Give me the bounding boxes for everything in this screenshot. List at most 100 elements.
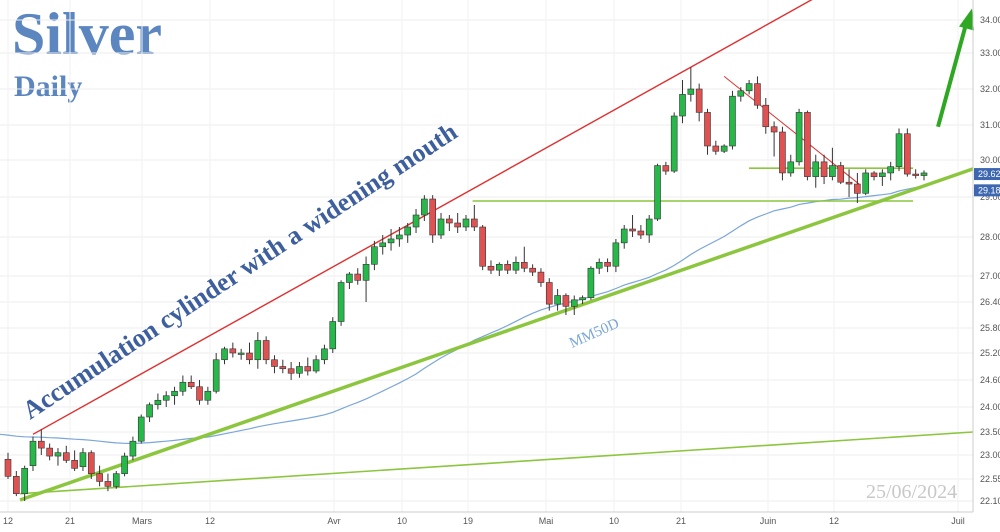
candle-body xyxy=(496,263,503,271)
candle-body xyxy=(287,368,295,374)
candle-body xyxy=(379,242,387,248)
channel-upper-line xyxy=(32,0,813,435)
candle-body xyxy=(404,226,412,236)
candle-body xyxy=(879,172,886,177)
ma50d-line xyxy=(0,185,925,445)
candle-body xyxy=(396,234,403,240)
chart-subtitle: Daily xyxy=(14,70,83,103)
candle-body xyxy=(720,145,728,152)
candle-body xyxy=(462,218,470,228)
candle-body xyxy=(745,83,753,92)
candle-body xyxy=(154,399,162,406)
candle-body xyxy=(221,348,228,361)
candle-body xyxy=(604,262,611,267)
candle-body xyxy=(129,440,137,457)
candle-body xyxy=(296,366,303,374)
candle-body xyxy=(304,366,312,372)
price-badge-label: 29.62 xyxy=(978,169,1000,179)
candle-body xyxy=(38,440,45,449)
candle-body xyxy=(354,273,362,281)
y-tick-label: 25.80 xyxy=(980,323,1000,333)
candle-body xyxy=(421,198,428,216)
candle-body xyxy=(787,161,795,174)
price-badge xyxy=(974,184,1000,197)
candle-body xyxy=(829,165,836,177)
date-stamp: 25/06/2024 xyxy=(866,481,958,503)
candle-body xyxy=(887,166,894,174)
breakout-arrow-shaft xyxy=(936,19,969,128)
candle-body xyxy=(429,198,436,236)
y-tick-label: 30.00 xyxy=(980,155,1000,165)
candle-body xyxy=(146,404,153,418)
breakout-arrow-head xyxy=(959,8,974,31)
support-trendline-main xyxy=(19,167,974,502)
candle-body xyxy=(870,172,878,177)
candle-body xyxy=(920,172,928,176)
candle-body xyxy=(670,115,678,172)
candle-body xyxy=(904,133,911,175)
candle-body xyxy=(862,172,870,194)
candle-body xyxy=(21,468,28,494)
candle-body xyxy=(512,262,520,271)
x-tick-label: Juil xyxy=(951,516,965,526)
candle-body xyxy=(587,267,595,298)
candle-body xyxy=(895,133,903,167)
candle-body xyxy=(779,131,786,174)
candle-body xyxy=(737,90,745,97)
candle-body xyxy=(812,161,820,177)
x-tick-label: 10 xyxy=(397,516,407,526)
candle-body xyxy=(662,165,670,172)
candle-body xyxy=(371,246,378,265)
candle-body xyxy=(337,282,345,322)
candle-body xyxy=(820,161,828,177)
candle-body xyxy=(104,481,112,487)
candle-body xyxy=(137,416,145,442)
x-tick-label: 12 xyxy=(829,516,839,526)
candle-body xyxy=(13,476,20,494)
candle-body xyxy=(204,390,212,401)
x-tick-label: 12 xyxy=(3,516,13,526)
candle-body xyxy=(437,218,445,236)
candle-body xyxy=(854,183,861,194)
candle-body xyxy=(121,455,128,474)
candle-body xyxy=(329,321,337,350)
candle-body xyxy=(62,452,70,461)
candle-body xyxy=(46,447,53,457)
candle-body xyxy=(804,112,811,177)
y-tick-label: 25.20 xyxy=(980,348,1000,358)
candle-body xyxy=(54,452,62,457)
candle-body xyxy=(545,282,553,305)
y-tick-label: 24.00 xyxy=(980,402,1000,412)
candle-body xyxy=(629,228,636,232)
candle-body xyxy=(579,297,586,301)
y-tick-label: 32.00 xyxy=(980,84,1000,94)
x-tick-label: Avr xyxy=(327,516,340,526)
candle-body xyxy=(171,390,178,397)
candle-body xyxy=(387,238,395,244)
x-tick-label: 12 xyxy=(205,516,215,526)
candle-body xyxy=(479,226,486,267)
candle-body xyxy=(595,262,603,269)
candle-body xyxy=(71,460,78,469)
candle-body xyxy=(454,222,461,228)
candle-body xyxy=(654,165,661,220)
y-tick-label: 28.00 xyxy=(980,232,1000,242)
support-trendline-long xyxy=(19,431,974,495)
candle-body xyxy=(87,452,95,474)
candle-body xyxy=(412,214,420,228)
candle-body xyxy=(79,452,87,468)
candle-body xyxy=(637,230,645,236)
grid-layer xyxy=(0,0,973,512)
y-tick-label: 22.55 xyxy=(980,474,1000,484)
candle-body xyxy=(162,395,170,401)
candle-layer xyxy=(4,67,928,501)
x-tick-label: 21 xyxy=(65,516,75,526)
candle-body xyxy=(187,381,195,388)
candle-body xyxy=(487,265,495,271)
trendline-layer xyxy=(19,0,974,502)
candle-body xyxy=(446,218,453,224)
x-tick-label: Mars xyxy=(132,516,152,526)
candle-body xyxy=(645,218,653,236)
candle-body xyxy=(712,145,720,152)
candle-body xyxy=(4,458,12,477)
